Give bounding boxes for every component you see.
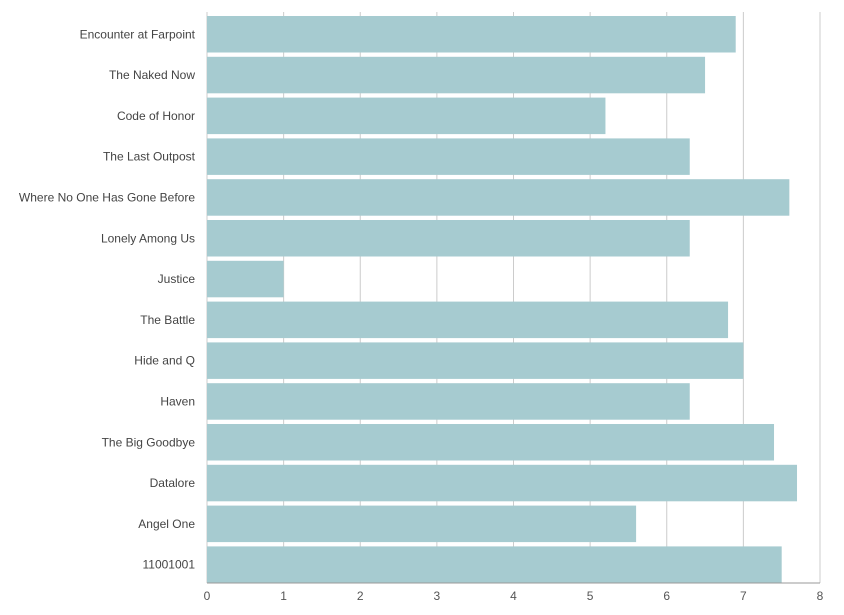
category-label: The Naked Now: [109, 68, 195, 82]
category-label: Datalore: [150, 476, 196, 490]
category-label: Justice: [158, 272, 196, 286]
x-tick-label: 7: [740, 589, 747, 603]
bar: [207, 546, 782, 583]
x-tick-label: 1: [280, 589, 287, 603]
category-label: The Battle: [140, 313, 195, 327]
x-tick-label: 0: [204, 589, 211, 603]
bars: [207, 16, 798, 583]
bar: [207, 97, 606, 135]
bar: [207, 464, 798, 502]
x-tick-label: 6: [663, 589, 670, 603]
bar: [207, 342, 744, 379]
bar: [207, 138, 690, 175]
bar: [207, 179, 790, 216]
x-tick-label: 4: [510, 589, 517, 603]
bar: [207, 16, 736, 53]
bar: [207, 505, 637, 543]
bar: [207, 424, 775, 461]
category-label: Code of Honor: [117, 109, 195, 123]
x-tick-label: 2: [357, 589, 364, 603]
bar: [207, 383, 690, 420]
category-label: Hide and Q: [134, 354, 195, 368]
category-label: Angel One: [138, 517, 195, 531]
x-tick-label: 3: [434, 589, 441, 603]
category-label: Where No One Has Gone Before: [19, 190, 195, 204]
x-tick-label: 5: [587, 589, 594, 603]
category-label: 11001001: [143, 558, 196, 572]
x-tick-label: 8: [817, 589, 824, 603]
category-label: The Last Outpost: [103, 150, 196, 164]
bar: [207, 301, 729, 339]
category-labels: Encounter at Farpoint The Naked Now Code o…: [19, 27, 196, 571]
bar: [207, 220, 690, 257]
category-label: Lonely Among Us: [101, 231, 195, 245]
category-label: The Big Goodbye: [102, 435, 196, 449]
category-label: Encounter at Farpoint: [80, 27, 196, 41]
x-tick-labels: 0 1 2 3 4 5 6 7 8: [204, 589, 824, 603]
category-label: Haven: [160, 394, 195, 408]
bar: [207, 260, 284, 298]
bar: [207, 56, 706, 94]
